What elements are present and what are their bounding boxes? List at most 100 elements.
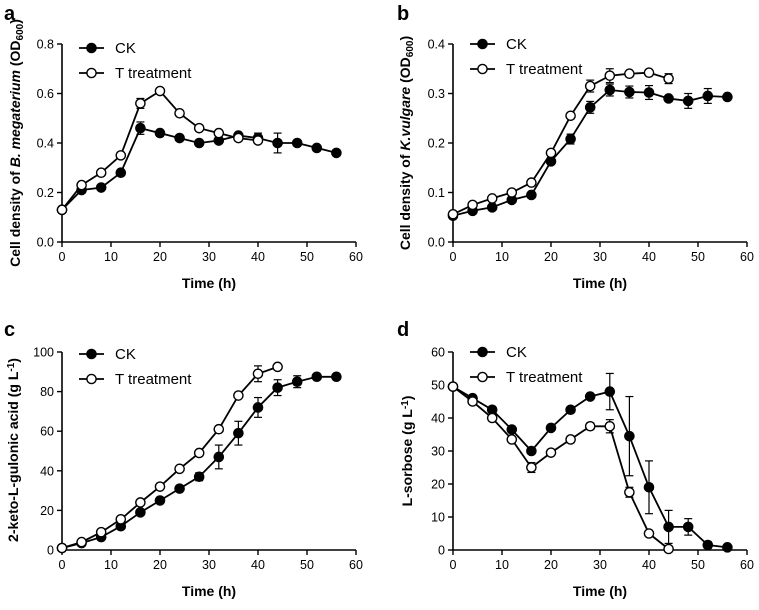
data-point bbox=[526, 462, 537, 473]
data-point bbox=[233, 427, 244, 439]
data-point bbox=[506, 187, 518, 198]
data-point bbox=[311, 142, 323, 154]
x-tick-label: 40 bbox=[642, 250, 656, 264]
y-axis-title-part: 600 bbox=[15, 23, 26, 40]
data-point bbox=[115, 514, 127, 525]
data-point bbox=[252, 402, 264, 413]
data-point bbox=[154, 85, 166, 97]
panel-letter: d bbox=[397, 319, 409, 341]
series-ck bbox=[56, 121, 342, 216]
y-tick-label: 0.4 bbox=[37, 137, 54, 151]
legend-marker bbox=[86, 67, 97, 79]
legend-label: CK bbox=[115, 40, 136, 57]
x-tick-label: 50 bbox=[300, 250, 314, 264]
data-point bbox=[486, 202, 498, 213]
y-tick-label: 30 bbox=[431, 445, 445, 459]
data-point bbox=[213, 127, 225, 139]
data-point bbox=[584, 80, 596, 92]
legend-marker bbox=[86, 348, 97, 360]
y-axis-title-part: (OD bbox=[7, 40, 23, 70]
x-tick-label: 60 bbox=[349, 558, 363, 572]
legend-marker bbox=[477, 38, 488, 50]
x-tick-label: 50 bbox=[691, 250, 705, 264]
x-tick-label: 40 bbox=[642, 558, 656, 572]
data-point bbox=[135, 122, 146, 134]
data-point bbox=[584, 391, 596, 402]
data-point bbox=[154, 127, 166, 139]
legend-label: CK bbox=[506, 344, 527, 361]
x-axis-title: Time (h) bbox=[573, 275, 627, 291]
y-tick-label: 20 bbox=[431, 478, 445, 492]
data-point bbox=[506, 424, 518, 435]
legend-marker bbox=[477, 63, 488, 75]
y-tick-label: 60 bbox=[431, 346, 445, 360]
x-axis-title: Time (h) bbox=[182, 275, 236, 291]
data-point bbox=[702, 90, 714, 102]
data-point bbox=[193, 122, 205, 134]
data-point bbox=[702, 539, 714, 551]
x-tick-label: 50 bbox=[691, 558, 705, 572]
data-point bbox=[526, 189, 537, 201]
x-tick-label: 20 bbox=[544, 250, 558, 264]
data-point bbox=[467, 199, 478, 211]
data-point bbox=[663, 73, 674, 84]
data-point bbox=[311, 371, 323, 383]
legend: CK T treatment bbox=[79, 40, 192, 82]
data-point bbox=[135, 497, 146, 508]
y-axis-title: Cell density of B. megaterium (OD600) bbox=[7, 19, 26, 267]
x-tick-label: 20 bbox=[153, 250, 167, 264]
data-point bbox=[663, 521, 674, 533]
data-point bbox=[604, 70, 616, 81]
x-tick-label: 40 bbox=[251, 250, 265, 264]
data-point bbox=[193, 447, 205, 459]
data-point bbox=[506, 434, 518, 445]
data-point bbox=[252, 135, 264, 146]
series-t-treatment bbox=[447, 67, 674, 220]
y-axis-title-part: Cell density of bbox=[7, 167, 23, 267]
data-point bbox=[193, 137, 205, 149]
x-tick-label: 60 bbox=[349, 250, 363, 264]
data-point bbox=[565, 434, 576, 445]
legend: CK T treatment bbox=[470, 344, 583, 386]
y-axis-title-part: ) bbox=[397, 36, 413, 41]
data-point bbox=[447, 381, 459, 392]
data-point bbox=[174, 463, 185, 475]
panel-d: d 0 10 20 30 40 50 60 0 10 20 30 40 50 60 Time (h) L-sor… bbox=[397, 319, 754, 599]
y-tick-label: 80 bbox=[40, 385, 54, 399]
legend-label: CK bbox=[115, 346, 136, 363]
data-point bbox=[174, 132, 185, 144]
y-tick-label: 0.3 bbox=[428, 87, 445, 101]
y-tick-label: 40 bbox=[40, 464, 54, 478]
panel-letter: b bbox=[397, 3, 409, 25]
data-point bbox=[115, 167, 127, 178]
data-point bbox=[604, 420, 616, 432]
data-point bbox=[115, 150, 127, 161]
data-point bbox=[604, 84, 616, 96]
data-point bbox=[467, 396, 478, 407]
x-tick-label: 30 bbox=[593, 250, 607, 264]
series-line bbox=[452, 71, 669, 216]
legend: CK T treatment bbox=[470, 36, 583, 78]
y-tick-label: 20 bbox=[40, 504, 54, 518]
data-point bbox=[331, 371, 342, 383]
x-tick-label: 0 bbox=[59, 250, 66, 264]
y-tick-label: 60 bbox=[40, 425, 54, 439]
x-tick-label: 50 bbox=[300, 558, 314, 572]
data-point bbox=[663, 543, 674, 555]
data-point bbox=[584, 102, 596, 113]
data-point bbox=[565, 133, 576, 145]
legend-marker bbox=[477, 371, 488, 383]
series-ck bbox=[56, 371, 342, 554]
data-point bbox=[95, 526, 107, 538]
x-tick-label: 10 bbox=[104, 250, 118, 264]
data-point bbox=[722, 91, 733, 103]
x-axis-title: Time (h) bbox=[573, 583, 627, 599]
y-axis-title-part: -1 bbox=[6, 362, 17, 371]
data-point bbox=[193, 471, 205, 483]
y-tick-label: 0.1 bbox=[428, 186, 445, 200]
y-tick-label: 0.4 bbox=[428, 38, 445, 52]
data-point bbox=[76, 179, 87, 191]
x-tick-label: 60 bbox=[740, 558, 754, 572]
data-point bbox=[331, 147, 342, 159]
data-point bbox=[174, 483, 185, 494]
